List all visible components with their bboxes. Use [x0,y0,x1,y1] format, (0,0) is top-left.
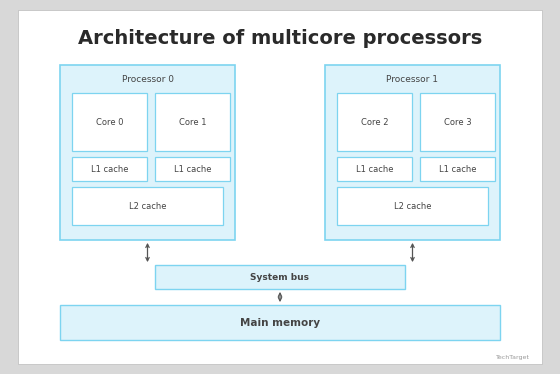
Bar [72,157,147,181]
Text: TechTarget: TechTarget [496,356,530,361]
Bar [72,187,223,225]
Bar [337,157,412,181]
Text: Architecture of multicore processors: Architecture of multicore processors [78,28,482,47]
Text: L1 cache: L1 cache [438,165,476,174]
Text: L2 cache: L2 cache [394,202,431,211]
Text: Core 0: Core 0 [96,117,123,126]
Bar [337,187,488,225]
Bar [72,93,147,151]
Bar [325,65,500,240]
Text: L1 cache: L1 cache [91,165,128,174]
Text: Core 1: Core 1 [179,117,206,126]
Bar [155,157,230,181]
Text: System bus: System bus [250,273,310,282]
Bar [420,93,495,151]
Bar [155,93,230,151]
Text: Processor 0: Processor 0 [122,74,174,83]
Text: L1 cache: L1 cache [356,165,393,174]
Bar [420,157,495,181]
Text: Processor 1: Processor 1 [386,74,438,83]
Bar [337,93,412,151]
Text: Core 3: Core 3 [444,117,472,126]
Text: Main memory: Main memory [240,318,320,328]
Text: Core 2: Core 2 [361,117,388,126]
Bar [155,265,405,289]
Bar [60,305,500,340]
Text: L2 cache: L2 cache [129,202,166,211]
Bar [60,65,235,240]
Text: L1 cache: L1 cache [174,165,211,174]
